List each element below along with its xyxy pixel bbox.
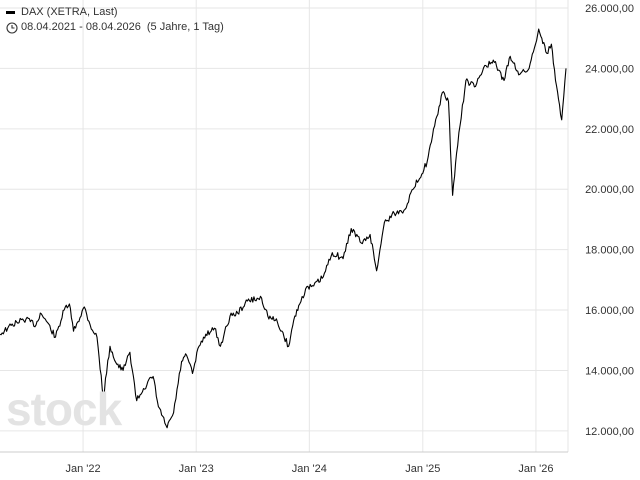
- y-tick-label: 16.000,00: [585, 305, 634, 317]
- y-axis: 12.000,00 14.000,00 16.000,00 18.000,00 20.0…: [585, 3, 634, 438]
- legend-series-name: DAX (XETRA, Last): [21, 6, 118, 18]
- y-tick-label: 12.000,00: [585, 426, 634, 438]
- legend-range-row: 08.04.2021 - 08.04.2026 (5 Jahre, 1 Tag): [6, 20, 224, 35]
- y-tick-label: 14.000,00: [585, 365, 634, 377]
- y-tick-label: 18.000,00: [585, 245, 634, 257]
- legend-series-row[interactable]: DAX (XETRA, Last): [6, 5, 224, 20]
- legend: DAX (XETRA, Last) 08.04.2021 - 08.04.202…: [6, 5, 224, 35]
- watermark-logo: stock: [6, 383, 122, 435]
- x-tick-label: Jan '24: [292, 463, 327, 475]
- y-tick-label: 24.000,00: [585, 63, 634, 75]
- series-line-dax[interactable]: [0, 28, 567, 429]
- x-tick-label: Jan '23: [179, 463, 214, 475]
- legend-date-range: 08.04.2021 - 08.04.2026: [21, 21, 141, 33]
- series-swatch: [6, 11, 15, 14]
- x-tick-label: Jan '22: [66, 463, 101, 475]
- series-layer: [0, 28, 567, 429]
- y-tick-label: 22.000,00: [585, 124, 634, 136]
- x-tick-label: Jan '26: [518, 463, 553, 475]
- clock-icon: [6, 21, 18, 34]
- y-tick-label: 20.000,00: [585, 184, 634, 196]
- legend-period: (5 Jahre, 1 Tag): [146, 21, 224, 33]
- x-tick-label: Jan '25: [405, 463, 440, 475]
- x-axis: Jan '22 Jan '23 Jan '24 Jan '25 Jan '26: [66, 463, 554, 475]
- y-tick-label: 26.000,00: [585, 3, 634, 15]
- chart-grid: [0, 0, 569, 453]
